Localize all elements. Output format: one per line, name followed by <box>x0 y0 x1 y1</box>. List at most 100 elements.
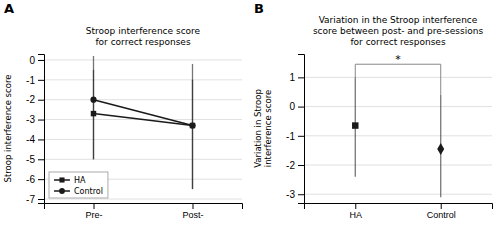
marker <box>190 123 195 128</box>
y-tick-label: 1 <box>289 72 295 83</box>
y-tick-mark <box>298 107 304 108</box>
legend-entry: HA <box>54 176 86 185</box>
x-tick-mark <box>355 203 356 209</box>
series-line <box>94 114 193 126</box>
series <box>437 95 444 197</box>
y-tick-mark <box>38 199 44 200</box>
grid-line <box>304 106 492 107</box>
legend: HA Control <box>49 172 108 198</box>
y-tick-mark <box>38 159 44 160</box>
y-tick: 1 <box>289 72 304 83</box>
y-tick: 0 <box>29 55 44 66</box>
y-tick-mark <box>38 120 44 121</box>
x-tick: HA <box>350 203 363 220</box>
y-axis-title: Stroop interference score <box>3 75 13 183</box>
y-tick: 0 <box>289 101 304 112</box>
y-tick-mark <box>298 194 304 195</box>
marker <box>90 97 96 103</box>
y-tick: -2 <box>286 160 304 171</box>
grid-line <box>44 199 242 200</box>
y-tick-label: -7 <box>26 194 35 205</box>
plot-area <box>90 56 195 189</box>
panel: 0 -1 -2 -3 -4 -5 -6 -7 Pre- Post- Stroop interfere… <box>3 26 243 220</box>
legend-marker <box>59 177 64 182</box>
title: Variation in the Stroop interferencescor… <box>313 15 483 47</box>
marker <box>352 122 358 128</box>
y-axis-line <box>38 55 45 204</box>
title: Stroop interference scorefor correct res… <box>86 26 201 47</box>
panel-label: A <box>4 1 14 16</box>
y-tick-label: 0 <box>29 55 35 66</box>
bracket-leg <box>440 64 441 95</box>
plot-area <box>352 77 444 197</box>
legend-marker <box>59 188 65 194</box>
grid-line <box>304 77 492 78</box>
y-tick-mark <box>298 136 304 137</box>
x-tick: Pre- <box>85 203 102 220</box>
grid <box>304 77 492 194</box>
y-tick-mark <box>38 139 44 140</box>
y-tick-mark <box>38 100 44 101</box>
y-tick: -6 <box>26 174 44 185</box>
y-tick-mark <box>38 179 44 180</box>
y-tick-label: -1 <box>286 131 295 142</box>
y-tick-mark <box>38 60 44 61</box>
legend-label: HA <box>74 176 86 185</box>
x-axis-line <box>305 204 493 210</box>
grid <box>44 60 242 199</box>
y-tick: -3 <box>286 189 304 200</box>
panel: 1 0 -1 -2 -3 HA Control * Variation in the Stroo… <box>253 15 493 220</box>
series <box>91 70 195 189</box>
x-axis: HA Control <box>305 203 493 220</box>
series <box>352 77 358 176</box>
x-tick-label: Control <box>427 210 456 220</box>
y-tick-label: -2 <box>26 94 35 105</box>
y-tick: -5 <box>26 154 44 165</box>
legend-frame <box>49 172 108 198</box>
y-tick-mark <box>298 165 304 166</box>
y-axis: 1 0 -1 -2 -3 <box>286 55 304 204</box>
y-tick: -1 <box>286 131 304 142</box>
y-tick-label: 0 <box>289 101 295 112</box>
y-tick-label: -5 <box>26 154 35 165</box>
marker <box>437 143 444 155</box>
y-tick-label: -6 <box>26 174 35 185</box>
y-tick: -1 <box>26 75 44 86</box>
grid-line <box>304 135 492 136</box>
x-tick: Control <box>427 203 456 220</box>
error-bar <box>93 56 94 159</box>
y-tick: -2 <box>26 94 44 105</box>
x-tick-mark <box>441 203 442 209</box>
y-tick-label: -4 <box>26 134 35 145</box>
y-tick-label: -3 <box>26 114 35 125</box>
grid-line <box>44 59 242 60</box>
series <box>90 56 195 189</box>
y-tick: -7 <box>26 194 44 205</box>
x-tick-mark <box>193 203 194 209</box>
legend-label: Control <box>74 187 103 196</box>
x-tick-label: HA <box>350 210 363 220</box>
annotation: * <box>395 53 401 66</box>
y-tick: -3 <box>26 114 44 125</box>
panel-label: B <box>254 1 264 16</box>
grid-line <box>44 139 242 140</box>
grid-line <box>44 159 242 160</box>
marker <box>189 122 195 128</box>
y-tick-mark <box>298 77 304 78</box>
bracket-leg <box>355 64 356 77</box>
y-tick-mark <box>38 80 44 81</box>
x-tick: Post- <box>182 203 203 220</box>
grid-line <box>304 194 492 195</box>
series-line <box>94 100 193 126</box>
legend-entry: Control <box>54 187 103 196</box>
grid-line <box>304 165 492 166</box>
chart: 0 -1 -2 -3 -4 -5 -6 -7 Pre- Post- Stroop interfere… <box>0 0 500 225</box>
grid-line <box>44 79 242 80</box>
x-tick-mark <box>94 203 95 209</box>
x-tick-label: Post- <box>182 210 203 220</box>
x-axis-line <box>45 204 243 210</box>
y-tick-label: -3 <box>286 189 295 200</box>
y-tick: -4 <box>26 134 44 145</box>
x-axis: Pre- Post- <box>45 203 243 220</box>
y-axis-title: Variation in Stroopinterference score <box>253 89 273 168</box>
